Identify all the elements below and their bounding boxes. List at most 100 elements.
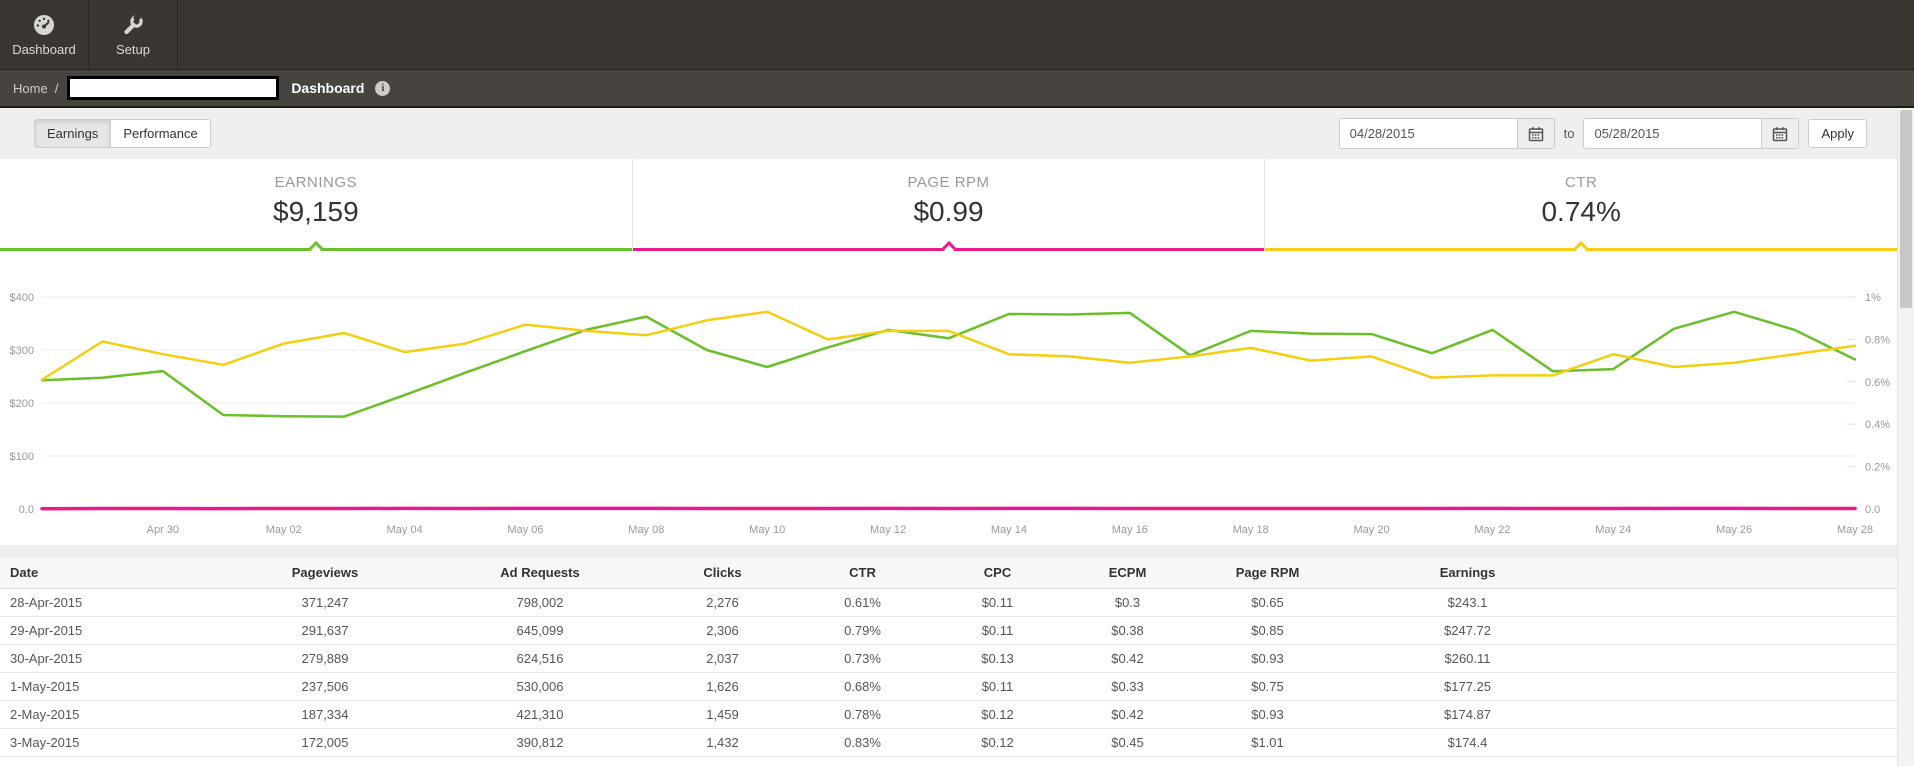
cell-page-rpm: $0.75 [1180, 672, 1355, 701]
cell-pageviews: 237,506 [210, 672, 440, 701]
info-icon[interactable]: i [375, 80, 391, 96]
daily-stats-table-panel: Date Pageviews Ad Requests Clicks CTR CPC ECPM… [0, 558, 1897, 766]
wrench-icon [124, 12, 143, 34]
cell-ecpm: $0.38 [1075, 616, 1180, 645]
cell-page-rpm: $0.65 [1180, 588, 1355, 617]
breadcrumb-home-link[interactable]: Home [13, 80, 48, 96]
y-axis-left-tick-label: $300 [10, 345, 34, 357]
y-axis-left-tick-label: $400 [10, 292, 34, 304]
cell-earnings: $260.11 [1355, 644, 1580, 673]
cell-ctr: 0.73% [805, 644, 920, 673]
daily-stats-table: Date Pageviews Ad Requests Clicks CTR CPC ECPM… [0, 558, 1897, 757]
nav-item-label: Dashboard [12, 41, 76, 57]
column-header-cpc: CPC [920, 558, 1075, 589]
cell-earnings: $174.4 [1355, 728, 1580, 757]
cell-ecpm: $0.42 [1075, 644, 1180, 673]
date-range-controls: to Apply [1338, 118, 1867, 149]
cell-ctr: 0.78% [805, 700, 920, 729]
start-date-input[interactable] [1338, 118, 1517, 149]
cell-page-rpm: $0.85 [1180, 616, 1355, 645]
x-axis-tick-label: May 26 [1716, 524, 1752, 536]
kpi-row: EARNINGS $9,159 PAGE RPM $0.99 CTR 0.74% [0, 159, 1898, 256]
x-axis-tick-label: May 16 [1112, 524, 1148, 536]
cell-earnings: $243.1 [1355, 588, 1580, 617]
cell-date: 28-Apr-2015 [0, 588, 210, 617]
cell-date: 30-Apr-2015 [0, 644, 210, 673]
tab-performance[interactable]: Performance [111, 119, 211, 148]
cell-ad-requests: 645,099 [440, 616, 640, 645]
x-axis-tick-label: May 22 [1474, 524, 1510, 536]
scrollbar-thumb[interactable] [1900, 110, 1912, 308]
chart-svg: 0.0 $100 $200 $300 $400 0.0 0.2% 0.4% 0.6% 0.8% 1%… [10, 292, 1891, 536]
x-axis-tick-label: May 10 [749, 524, 785, 536]
cell-ad-requests: 798,002 [440, 588, 640, 617]
x-axis-tick-label: May 02 [266, 524, 302, 536]
column-header-earnings: Earnings [1355, 558, 1580, 589]
cell-clicks: 2,306 [640, 616, 805, 645]
kpi-card-ctr: CTR 0.74% [1265, 159, 1898, 256]
y-axis-right-tick-label: 0.2% [1865, 462, 1890, 474]
y-axis-right-tick-label: 0.0 [1865, 504, 1880, 516]
start-date-calendar-button[interactable] [1516, 118, 1555, 149]
table-row: 1-May-2015 237,506 530,006 1,626 0.68% $0.11 $… [0, 672, 1897, 701]
kpi-value: 0.74% [1541, 196, 1621, 227]
cell-ecpm: $0.45 [1075, 728, 1180, 757]
breadcrumb: Home / Dashboard i [0, 70, 1914, 108]
cell-cpc: $0.12 [920, 728, 1075, 757]
kpi-label: CTR [1565, 174, 1598, 191]
cell-cpc: $0.11 [920, 616, 1075, 645]
y-axis-right-tick-label: 0.4% [1865, 419, 1890, 431]
cell-clicks: 2,037 [640, 644, 805, 673]
y-axis-left-tick-label: 0.0 [19, 504, 34, 516]
kpi-card-earnings: EARNINGS $9,159 [0, 159, 633, 256]
apply-button[interactable]: Apply [1808, 119, 1867, 148]
cell-pageviews: 291,637 [210, 616, 440, 645]
start-date-group [1338, 118, 1555, 149]
table-row: 3-May-2015 172,005 390,812 1,432 0.83% $0.12 $… [0, 728, 1897, 757]
kpi-label: PAGE RPM [907, 174, 990, 191]
vertical-scrollbar[interactable] [1897, 108, 1914, 766]
cell-page-rpm: $0.93 [1180, 644, 1355, 673]
y-axis-left-tick-label: $100 [10, 451, 34, 463]
cell-clicks: 2,276 [640, 588, 805, 617]
kpi-underline [0, 240, 632, 256]
nav-item-dashboard[interactable]: Dashboard [0, 0, 89, 69]
x-axis-tick-label: May 12 [870, 524, 906, 536]
y-axis-right-tick-label: 1% [1865, 292, 1881, 304]
earnings-panel: EARNINGS $9,159 PAGE RPM $0.99 CTR 0.74%… [0, 159, 1898, 545]
end-date-input[interactable] [1583, 118, 1762, 149]
kpi-value: $0.99 [913, 196, 984, 227]
top-nav: Dashboard Setup [0, 0, 1914, 70]
y-axis-left-tick-label: $200 [10, 398, 34, 410]
cell-date: 2-May-2015 [0, 700, 210, 729]
toolbar: Earnings Performance to [0, 108, 1897, 159]
kpi-value: $9,159 [273, 196, 359, 227]
cell-earnings: $174.87 [1355, 700, 1580, 729]
x-axis-tick-label: May 18 [1233, 524, 1269, 536]
cell-date: 1-May-2015 [0, 672, 210, 701]
cell-ctr: 0.68% [805, 672, 920, 701]
report-type-tabs: Earnings Performance [34, 119, 211, 148]
table-row: 2-May-2015 187,334 421,310 1,459 0.78% $0.12 $… [0, 700, 1897, 729]
x-axis-tick-label: May 06 [507, 524, 543, 536]
nav-item-setup[interactable]: Setup [89, 0, 178, 69]
cell-clicks: 1,459 [640, 700, 805, 729]
cell-ctr: 0.79% [805, 616, 920, 645]
cell-ecpm: $0.3 [1075, 588, 1180, 617]
series-line-earnings [40, 310, 1857, 418]
x-axis-tick-label: May 08 [628, 524, 664, 536]
cell-clicks: 1,626 [640, 672, 805, 701]
cell-ecpm: $0.42 [1075, 700, 1180, 729]
cell-earnings: $177.25 [1355, 672, 1580, 701]
column-header-pageviews: Pageviews [210, 558, 440, 589]
breadcrumb-separator: / [54, 80, 59, 96]
cell-pageviews: 172,005 [210, 728, 440, 757]
table-row: 28-Apr-2015 371,247 798,002 2,276 0.61% $0.11… [0, 588, 1897, 617]
cell-date: 29-Apr-2015 [0, 616, 210, 645]
end-date-calendar-button[interactable] [1761, 118, 1800, 149]
calendar-icon [1528, 126, 1543, 141]
breadcrumb-current-page: Dashboard [291, 80, 365, 96]
table-body: 28-Apr-2015 371,247 798,002 2,276 0.61% $0.11… [0, 588, 1897, 757]
tab-earnings[interactable]: Earnings [34, 119, 112, 148]
timeseries-chart: 0.0 $100 $200 $300 $400 0.0 0.2% 0.4% 0.6% 0.8% 1%… [0, 251, 1897, 545]
